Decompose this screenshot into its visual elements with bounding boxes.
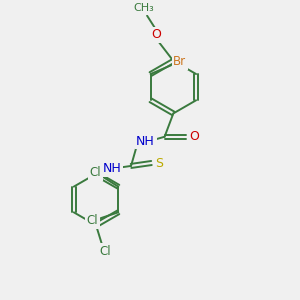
Text: O: O <box>190 130 200 143</box>
Text: NH: NH <box>136 135 155 148</box>
Text: O: O <box>151 28 161 41</box>
Text: Br: Br <box>173 55 186 68</box>
Text: Cl: Cl <box>99 245 111 258</box>
Text: Cl: Cl <box>87 214 98 227</box>
Text: CH₃: CH₃ <box>134 3 154 14</box>
Text: NH: NH <box>103 162 122 176</box>
Text: Cl: Cl <box>90 166 101 179</box>
Text: S: S <box>155 157 163 169</box>
